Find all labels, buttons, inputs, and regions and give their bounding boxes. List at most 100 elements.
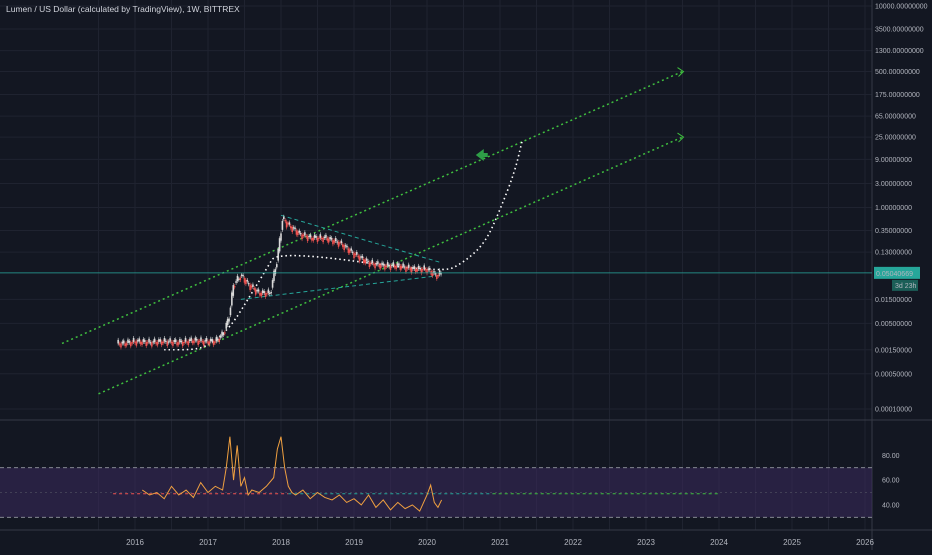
price-candle [353, 252, 355, 259]
price-candle [386, 262, 389, 266]
price-candle [372, 263, 375, 265]
price-candle [311, 237, 313, 241]
indicator-tick-label: 40.00 [882, 502, 900, 509]
price-candle [290, 225, 292, 229]
price-candle [437, 274, 440, 277]
price-candle [365, 258, 368, 261]
price-candle [302, 234, 305, 237]
price-candle [416, 269, 418, 272]
price-candle [295, 230, 298, 235]
price-candle [214, 341, 216, 343]
price-candle [121, 341, 124, 344]
price-candle [288, 222, 291, 225]
price-candle [336, 241, 338, 243]
x-tick-label: 2023 [637, 538, 655, 547]
price-candle [263, 291, 265, 294]
price-candle [344, 245, 347, 247]
price-candle [357, 255, 360, 258]
x-tick-label: 2022 [564, 538, 582, 547]
countdown-label: 3d 23h [895, 283, 917, 290]
price-candle [145, 342, 148, 347]
x-tick-label: 2020 [418, 538, 436, 547]
price-candle [146, 342, 149, 344]
indicator-series-line [142, 436, 443, 512]
price-candle [283, 216, 285, 220]
price-candle [271, 280, 274, 288]
price-candle [253, 288, 256, 290]
price-candle [139, 341, 142, 345]
triangle-lower-line [240, 274, 442, 300]
price-candle [177, 342, 180, 345]
price-candle [240, 274, 243, 277]
price-candle [158, 339, 160, 342]
price-candle [219, 335, 222, 338]
price-candle [124, 343, 126, 347]
price-candle [259, 292, 261, 296]
price-candle [370, 262, 372, 265]
price-candle [198, 340, 201, 343]
price-candle [222, 333, 225, 336]
price-candle [343, 245, 345, 251]
price-candle [134, 341, 136, 343]
price-candle [360, 256, 362, 258]
y-tick-label: 0.13000000 [875, 250, 912, 257]
price-candle [270, 291, 272, 294]
price-candle [350, 248, 352, 251]
y-tick-label: 0.00150000 [875, 347, 912, 354]
price-candle [231, 292, 233, 306]
price-candle [436, 275, 438, 279]
price-candle [280, 233, 282, 241]
price-candle [382, 263, 385, 266]
price-candle [257, 289, 260, 292]
price-candle [149, 342, 152, 344]
price-candle [402, 263, 404, 267]
price-candle [438, 270, 441, 275]
price-candle [195, 338, 198, 341]
price-candle [393, 265, 396, 268]
price-candle [153, 338, 156, 343]
x-tick-label: 2025 [783, 538, 801, 547]
price-candle [417, 265, 420, 270]
price-candle [285, 221, 288, 228]
price-candle [420, 269, 423, 274]
price-candle [194, 337, 197, 341]
price-candle [215, 336, 218, 342]
price-candle [169, 338, 171, 342]
price-candle [211, 339, 214, 342]
price-candle [176, 342, 178, 346]
price-candle [264, 293, 267, 297]
channel-arrow-head [677, 132, 685, 143]
price-candle [229, 307, 232, 316]
y-tick-label: 1300.00000000 [875, 48, 924, 55]
price-candle [184, 337, 187, 342]
channel-arrow-head [677, 67, 685, 77]
price-candle [191, 340, 194, 344]
price-candle [368, 262, 371, 268]
price-candle [132, 338, 135, 342]
y-tick-label: 0.35000000 [875, 228, 912, 235]
price-candle [141, 341, 143, 345]
price-candle [188, 339, 191, 342]
price-candle [440, 273, 442, 275]
price-candle [423, 265, 425, 270]
price-candle [278, 238, 281, 252]
price-candle [319, 234, 322, 238]
price-candle [281, 220, 284, 230]
price-candle [181, 342, 184, 347]
price-candle [180, 340, 183, 343]
price-candle [301, 234, 303, 240]
countdown-badge [892, 279, 918, 291]
y-tick-label: 0.00050000 [875, 371, 912, 378]
price-candle [379, 264, 382, 269]
last-price-label: 0.05040669 [876, 271, 913, 278]
price-candle [122, 340, 125, 344]
price-candle [315, 236, 317, 238]
price-candle [327, 238, 330, 243]
price-candle [323, 236, 326, 238]
price-candle [367, 260, 369, 263]
price-candle [163, 337, 166, 342]
price-candle [226, 318, 229, 326]
price-candle [144, 340, 146, 342]
